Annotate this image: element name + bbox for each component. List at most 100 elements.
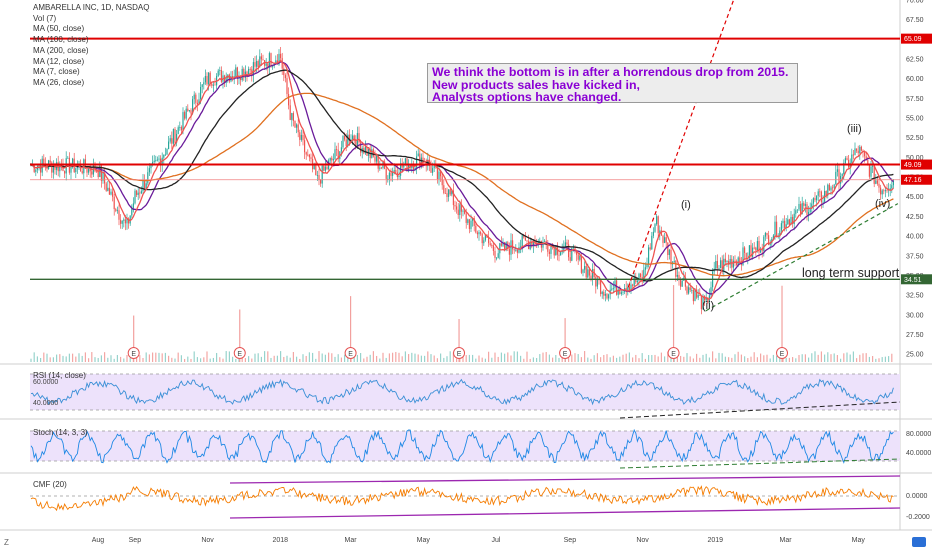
candle-body — [732, 260, 734, 268]
candle-body — [785, 224, 787, 228]
candle-body — [235, 67, 237, 77]
candle-body — [164, 154, 166, 156]
time-tick-label: Mar — [780, 537, 793, 544]
candle-body — [107, 187, 109, 191]
volume-bar — [596, 353, 598, 362]
legend-ma100[interactable]: MA (100, close) — [33, 35, 89, 45]
candle-body — [459, 204, 461, 216]
legend-ma50[interactable]: MA (50, close) — [33, 24, 85, 34]
candle-body — [172, 129, 174, 144]
stoch-trendline — [619, 458, 901, 469]
candle-body — [169, 138, 171, 142]
volume-bar — [100, 355, 102, 362]
time-tick-label: 2019 — [707, 537, 723, 544]
volume-bar — [411, 352, 413, 362]
volume-bar — [545, 352, 547, 362]
candle-body — [220, 70, 222, 82]
volume-bar — [500, 352, 502, 362]
cmf-pane-title[interactable]: CMF (20) — [33, 480, 67, 489]
candle-body — [241, 68, 243, 81]
candle-body — [518, 247, 520, 253]
candle-body — [816, 195, 818, 201]
volume-bar — [529, 358, 531, 362]
candle-body — [804, 204, 806, 206]
candle-body — [51, 162, 53, 173]
candle-body — [404, 158, 406, 166]
candle-body — [422, 157, 424, 162]
tradingview-logo-icon[interactable] — [912, 537, 926, 547]
candle-body — [705, 297, 707, 301]
volume-bar — [254, 353, 256, 362]
candle-body — [774, 221, 776, 236]
candle-body — [878, 183, 880, 188]
candle-body — [377, 155, 379, 169]
candle-body — [248, 68, 250, 77]
cmf-channel-upper — [229, 475, 901, 484]
price-tick-label: 45.00 — [906, 194, 924, 201]
chart-title[interactable]: AMBARELLA INC, 1D, NASDAQ — [33, 3, 150, 12]
candle-body — [433, 165, 435, 169]
annotation-box[interactable]: We think the bottom is in after a horren… — [427, 63, 798, 103]
ma200-line — [30, 69, 894, 282]
candle-body — [184, 112, 186, 119]
candle-body — [659, 230, 661, 234]
volume-bar — [734, 354, 736, 362]
volume-bar — [401, 356, 403, 362]
corner-label[interactable]: Z — [4, 538, 9, 547]
volume-bar — [680, 355, 682, 362]
volume-bar — [286, 355, 288, 362]
candle-body — [99, 165, 101, 178]
volume-bar — [219, 357, 221, 362]
candle-body — [796, 209, 798, 211]
volume-bar — [292, 351, 294, 362]
candle-body — [260, 56, 262, 60]
candle-body — [803, 203, 805, 206]
candle-body — [691, 290, 693, 291]
candle-body — [476, 232, 478, 235]
volume-bar — [584, 351, 586, 362]
candle-body — [502, 242, 504, 246]
rsi-tick-label: 60.0000 — [33, 379, 58, 386]
candle-body — [126, 218, 128, 224]
candle-body — [475, 225, 477, 233]
candle-body — [880, 187, 882, 195]
candle-body — [272, 65, 274, 67]
legend-ma12[interactable]: MA (12, close) — [33, 56, 85, 66]
stoch-pane-title[interactable]: Stoch (14, 3, 3) — [33, 428, 88, 437]
price-tick-label: 32.50 — [906, 293, 924, 300]
candle-body — [646, 263, 648, 268]
candle-body — [200, 86, 202, 100]
candle-body — [392, 172, 394, 176]
earnings-marker-label: E — [457, 351, 462, 358]
volume-bar — [417, 354, 419, 362]
legend-ma26[interactable]: MA (26, close) — [33, 77, 85, 87]
volume-bar — [504, 353, 506, 362]
candle-body — [630, 284, 632, 291]
candle-body — [478, 232, 480, 235]
volume-bar — [104, 352, 106, 362]
earnings-marker-label: E — [780, 351, 785, 358]
legend-ma200[interactable]: MA (200, close) — [33, 45, 89, 55]
rsi-pane-title[interactable]: RSI (14, close) — [33, 371, 86, 380]
legend-ma7[interactable]: MA (7, close) — [33, 67, 80, 77]
volume-bar — [392, 352, 394, 362]
candle-body — [326, 166, 328, 170]
volume-bar — [315, 358, 317, 362]
candle-body — [43, 158, 45, 164]
candle-body — [758, 241, 760, 253]
candle-body — [772, 235, 774, 239]
candle-body — [808, 212, 810, 216]
candle-body — [812, 198, 814, 204]
candle-body — [96, 171, 98, 173]
cmf-line — [30, 485, 894, 512]
volume-bar — [814, 351, 816, 362]
candle-body — [398, 175, 400, 177]
candle-body — [558, 254, 560, 256]
legend-vol[interactable]: Vol (7) — [33, 13, 57, 23]
candle-body — [835, 171, 837, 185]
volume-bar — [414, 353, 416, 362]
candle-body — [89, 167, 91, 172]
volume-bar — [161, 353, 163, 362]
candle-body — [324, 166, 326, 171]
candle-body — [500, 243, 502, 246]
